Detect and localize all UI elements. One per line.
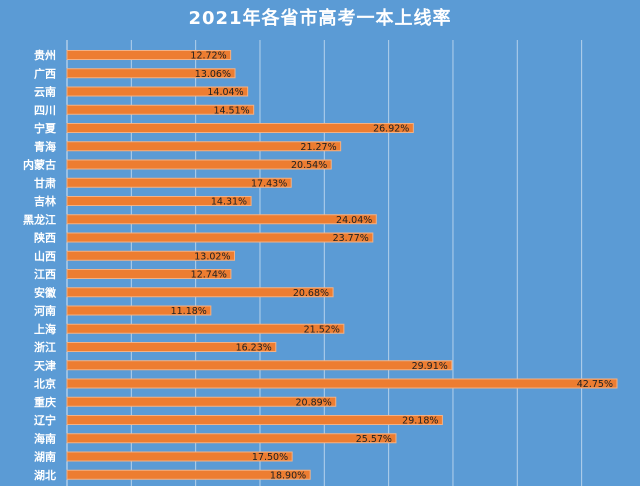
data-label: 14.51%	[213, 105, 249, 116]
data-label: 14.04%	[207, 87, 243, 98]
bar	[66, 159, 332, 170]
bar	[66, 250, 236, 261]
data-label: 23.77%	[333, 233, 369, 244]
category-label: 辽宁	[34, 413, 56, 427]
bar	[66, 451, 293, 462]
bar	[66, 342, 277, 352]
bar	[66, 433, 397, 444]
data-label: 29.18%	[402, 416, 438, 427]
bar	[66, 141, 342, 152]
data-label: 20.68%	[293, 288, 329, 299]
bar	[66, 415, 443, 425]
category-label: 甘肃	[34, 176, 56, 190]
data-label: 20.54%	[291, 160, 327, 171]
bar	[66, 214, 377, 225]
chart-title: 2021年各省市高考一本上线率	[188, 8, 452, 29]
category-label: 湖南	[34, 450, 56, 464]
bar	[66, 104, 255, 115]
bar	[66, 396, 337, 407]
data-label: 12.72%	[190, 51, 226, 62]
category-label: 陕西	[34, 231, 56, 245]
data-label: 13.02%	[194, 251, 230, 262]
bar	[66, 287, 334, 298]
category-label: 河南	[34, 304, 56, 318]
category-label: 湖北	[34, 468, 56, 482]
category-label: 吉林	[34, 194, 56, 208]
category-label: 天津	[34, 358, 56, 372]
category-label: 黑龙江	[23, 212, 56, 226]
category-label: 浙江	[34, 340, 56, 354]
bar	[66, 50, 232, 60]
data-label: 21.52%	[304, 324, 340, 335]
category-label: 山西	[34, 249, 56, 263]
data-label: 18.90%	[270, 470, 306, 481]
bar	[66, 232, 374, 243]
category-label: 重庆	[34, 395, 56, 409]
bar	[66, 68, 236, 79]
category-label: 青海	[34, 139, 56, 153]
data-label: 11.18%	[171, 306, 207, 317]
bar	[66, 196, 252, 206]
data-label: 17.50%	[252, 452, 288, 463]
data-label: 17.43%	[251, 178, 287, 189]
category-label: 内蒙古	[23, 158, 56, 172]
bar	[66, 469, 311, 480]
bar	[66, 86, 249, 97]
data-label: 21.27%	[300, 142, 336, 153]
bar	[66, 123, 414, 133]
category-label: 广西	[34, 66, 56, 80]
category-label: 江西	[34, 267, 56, 281]
data-label: 20.89%	[296, 397, 332, 408]
data-label: 26.92%	[373, 124, 409, 135]
bar	[66, 177, 292, 188]
bar	[66, 269, 232, 279]
data-label: 16.23%	[236, 343, 272, 354]
data-label: 13.06%	[195, 69, 231, 80]
data-label: 42.75%	[577, 379, 613, 390]
bar	[66, 378, 618, 389]
category-label: 宁夏	[34, 121, 57, 135]
category-label: 海南	[34, 431, 56, 445]
data-label: 14.31%	[211, 197, 247, 208]
data-label: 29.91%	[412, 361, 448, 372]
category-label: 安徽	[34, 285, 57, 299]
data-label: 24.04%	[336, 215, 372, 226]
category-label: 北京	[34, 377, 56, 391]
bar	[66, 305, 212, 316]
bar	[66, 323, 345, 334]
category-label: 云南	[34, 85, 56, 99]
category-label: 贵州	[34, 48, 56, 62]
category-label: 上海	[34, 322, 56, 336]
category-label: 四川	[34, 104, 56, 117]
data-label: 25.57%	[356, 434, 392, 445]
data-label: 12.74%	[191, 270, 227, 281]
bar	[66, 360, 453, 371]
